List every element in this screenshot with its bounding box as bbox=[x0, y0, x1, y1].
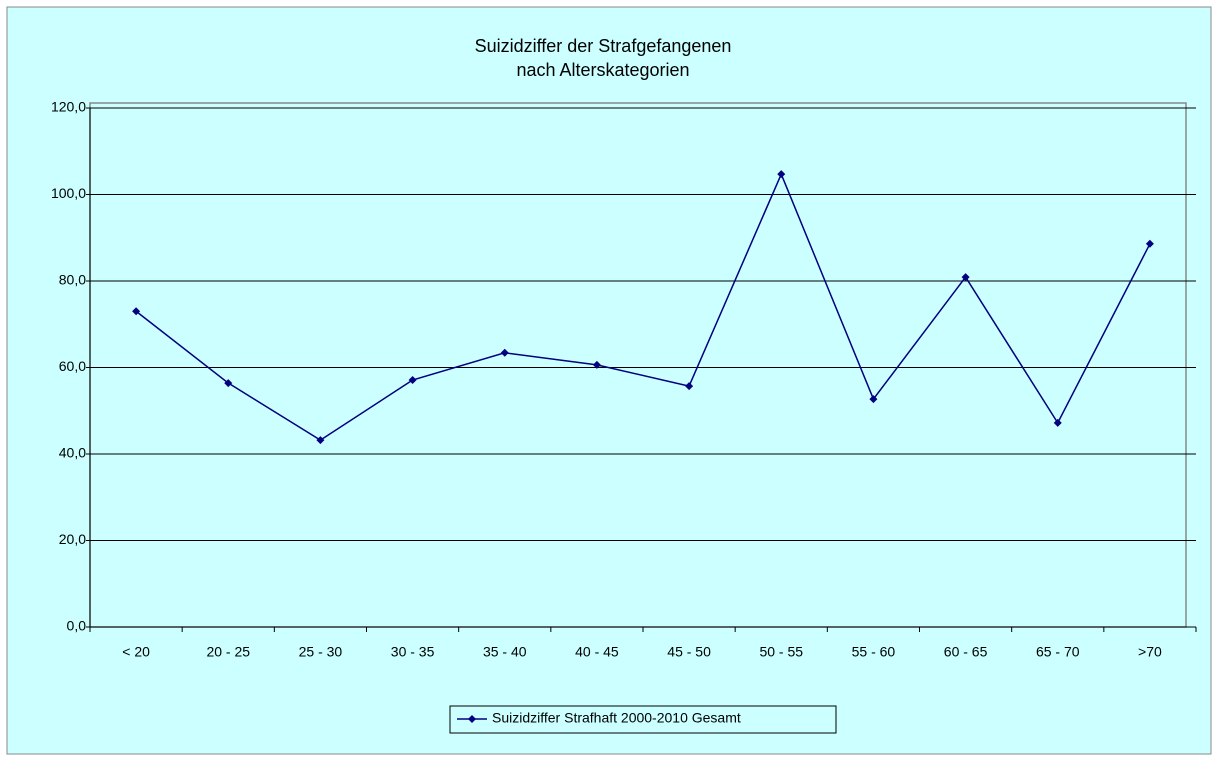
data-point bbox=[132, 307, 141, 316]
x-tick-label: 40 - 45 bbox=[575, 644, 619, 660]
y-tick-label: 60,0 bbox=[59, 358, 86, 374]
x-tick-label: 55 - 60 bbox=[852, 644, 896, 660]
x-tick-label: < 20 bbox=[122, 644, 150, 660]
x-tick-label: 35 - 40 bbox=[483, 644, 527, 660]
y-tick-label: 80,0 bbox=[59, 272, 86, 288]
data-point bbox=[500, 348, 509, 357]
data-point bbox=[224, 379, 233, 388]
data-point bbox=[1053, 418, 1062, 427]
x-tick-label: 20 - 25 bbox=[206, 644, 250, 660]
y-tick-label: 20,0 bbox=[59, 531, 86, 547]
data-point bbox=[685, 382, 694, 391]
data-point bbox=[961, 273, 970, 282]
y-tick-label: 40,0 bbox=[59, 445, 86, 461]
y-tick-label: 120,0 bbox=[51, 99, 86, 115]
legend bbox=[449, 705, 837, 734]
x-tick-label: 45 - 50 bbox=[667, 644, 711, 660]
data-point bbox=[1145, 239, 1154, 248]
data-point bbox=[592, 360, 601, 369]
series-line bbox=[135, 172, 1151, 442]
y-tick-label: 0,0 bbox=[67, 618, 87, 634]
x-tick-label: >70 bbox=[1138, 644, 1162, 660]
data-point bbox=[777, 170, 786, 179]
data-point bbox=[408, 376, 417, 385]
chart-title: Suizidziffer der Strafgefangenen bbox=[475, 36, 732, 56]
y-tick-label: 100,0 bbox=[51, 185, 86, 201]
x-tick-label: 30 - 35 bbox=[391, 644, 435, 660]
legend-label: Suizidziffer Strafhaft 2000-2010 Gesamt bbox=[492, 710, 741, 726]
x-tick-label: 60 - 65 bbox=[944, 644, 988, 660]
data-point bbox=[869, 395, 878, 404]
data-point bbox=[316, 436, 325, 445]
x-tick-label: 50 - 55 bbox=[759, 644, 803, 660]
chart-title: nach Alterskategorien bbox=[516, 60, 689, 80]
legend-marker bbox=[468, 715, 476, 723]
x-tick-label: 25 - 30 bbox=[299, 644, 343, 660]
chart-background bbox=[6, 6, 1212, 755]
x-tick-label: 65 - 70 bbox=[1036, 644, 1080, 660]
